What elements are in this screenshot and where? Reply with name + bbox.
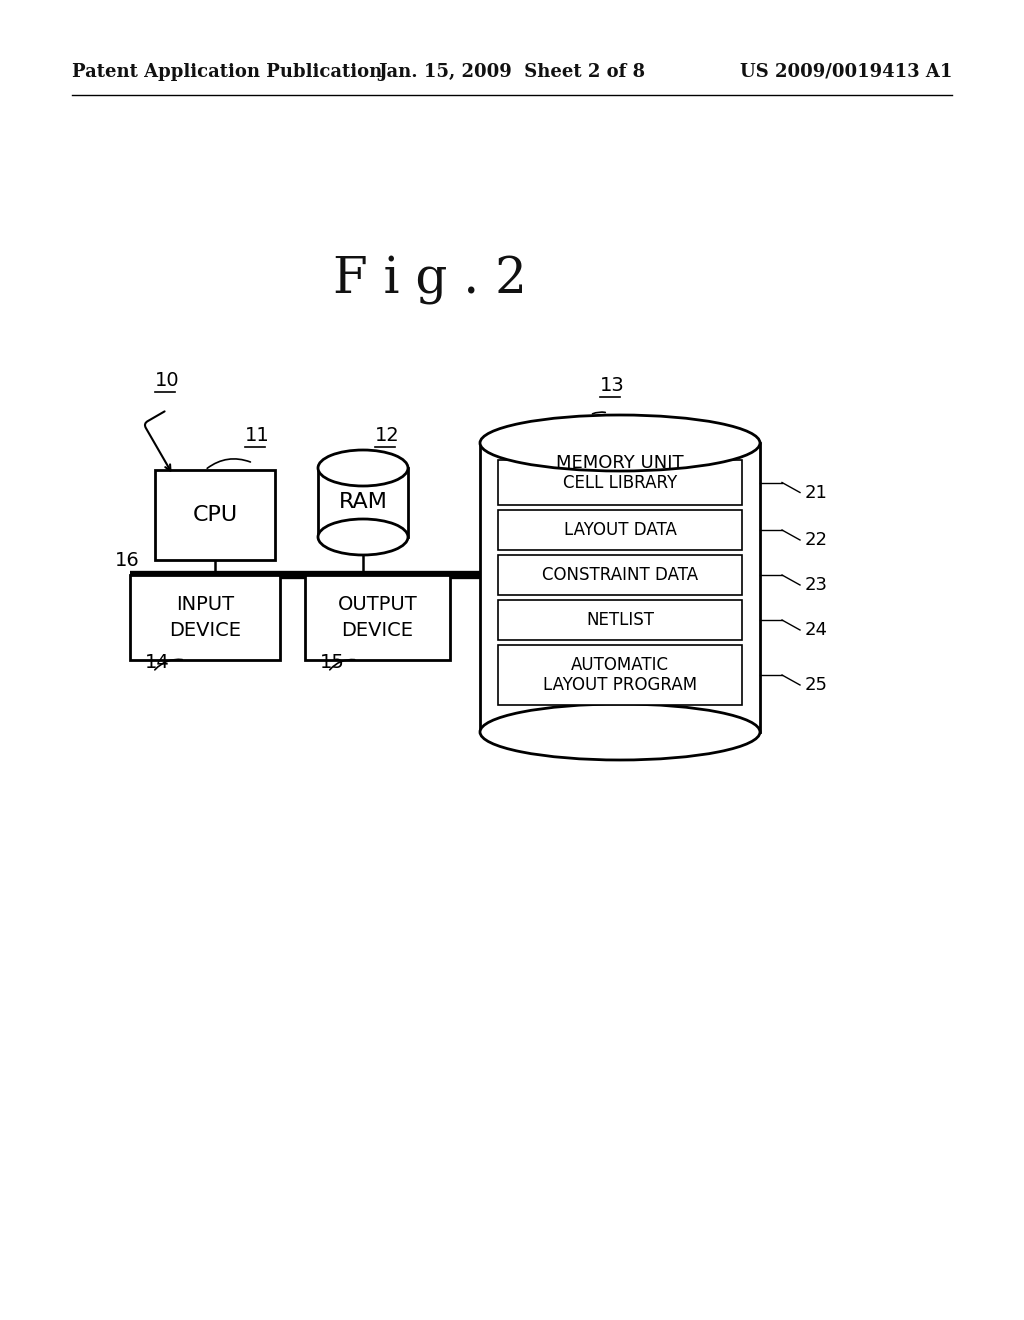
- Text: Patent Application Publication: Patent Application Publication: [72, 63, 382, 81]
- Bar: [480, 444, 760, 733]
- Ellipse shape: [318, 450, 408, 486]
- Text: CPU: CPU: [193, 506, 238, 525]
- Text: 21: 21: [805, 483, 827, 502]
- Text: MEMORY UNIT: MEMORY UNIT: [556, 454, 684, 473]
- Bar: [305, 576, 450, 660]
- Text: LAYOUT DATA: LAYOUT DATA: [563, 521, 677, 539]
- Bar: [130, 576, 280, 660]
- Bar: [498, 645, 742, 705]
- Text: 13: 13: [600, 376, 625, 395]
- Ellipse shape: [480, 704, 760, 760]
- Text: 22: 22: [805, 531, 828, 549]
- Text: 16: 16: [115, 550, 139, 570]
- Bar: [498, 601, 742, 640]
- Text: 11: 11: [245, 426, 269, 445]
- Text: INPUT
DEVICE: INPUT DEVICE: [169, 595, 241, 639]
- Bar: [498, 554, 742, 595]
- Text: OUTPUT
DEVICE: OUTPUT DEVICE: [338, 595, 418, 639]
- Text: Jan. 15, 2009  Sheet 2 of 8: Jan. 15, 2009 Sheet 2 of 8: [379, 63, 645, 81]
- Bar: [498, 459, 742, 506]
- Text: CONSTRAINT DATA: CONSTRAINT DATA: [542, 566, 698, 583]
- Bar: [498, 510, 742, 550]
- Text: 12: 12: [375, 426, 399, 445]
- Text: 14: 14: [145, 653, 170, 672]
- Bar: [155, 470, 275, 560]
- Text: 15: 15: [319, 653, 345, 672]
- Text: 23: 23: [805, 576, 828, 594]
- Text: NETLIST: NETLIST: [586, 611, 654, 630]
- Ellipse shape: [318, 519, 408, 554]
- Text: F i g . 2: F i g . 2: [333, 255, 527, 305]
- Text: US 2009/0019413 A1: US 2009/0019413 A1: [739, 63, 952, 81]
- Bar: [318, 469, 408, 537]
- Text: 10: 10: [155, 371, 179, 389]
- Text: 25: 25: [805, 676, 828, 694]
- Text: RAM: RAM: [339, 492, 387, 512]
- Text: CELL LIBRARY: CELL LIBRARY: [563, 474, 677, 491]
- Ellipse shape: [480, 414, 760, 471]
- Text: AUTOMATIC
LAYOUT PROGRAM: AUTOMATIC LAYOUT PROGRAM: [543, 656, 697, 694]
- Text: 24: 24: [805, 620, 828, 639]
